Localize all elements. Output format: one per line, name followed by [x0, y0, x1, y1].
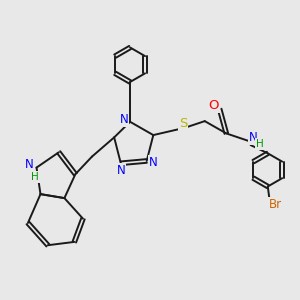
Text: H: H: [256, 139, 263, 149]
Text: N: N: [116, 164, 125, 177]
Text: Br: Br: [268, 198, 282, 211]
Text: N: N: [249, 130, 258, 144]
Text: S: S: [179, 117, 188, 130]
Text: N: N: [25, 158, 34, 171]
Text: N: N: [120, 112, 128, 126]
Text: H: H: [31, 172, 39, 182]
Text: O: O: [208, 99, 219, 112]
Text: N: N: [149, 156, 158, 169]
